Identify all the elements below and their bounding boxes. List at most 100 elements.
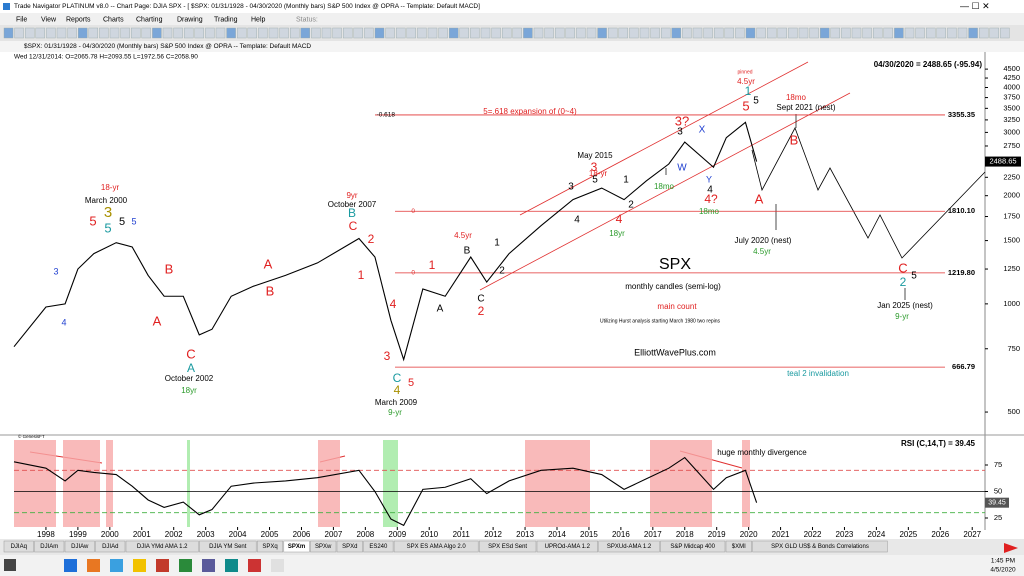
toolbar-button[interactable] [99,27,109,39]
toolbar-button[interactable] [470,27,480,39]
toolbar-button[interactable] [491,27,501,39]
tab-label[interactable]: SPX ES AMA Algo 2.0 [407,544,467,550]
toolbar-button[interactable] [290,27,300,39]
toolbar-button[interactable] [385,27,395,39]
toolbar-button[interactable] [714,27,724,39]
toolbar-button[interactable] [311,27,321,39]
taskbar-icon[interactable] [133,559,146,572]
toolbar-button[interactable] [512,27,522,39]
toolbar-button[interactable] [205,27,215,39]
tab[interactable] [393,540,479,553]
window-controls[interactable]: — ☐ ✕ [960,1,990,11]
taskbar-icon[interactable] [64,559,77,572]
toolbar-button[interactable] [639,27,650,39]
toolbar-button[interactable] [703,27,713,39]
toolbar-button[interactable] [427,27,438,39]
toolbar-button[interactable] [480,27,491,39]
toolbar-button[interactable] [671,27,681,39]
scroll-arrow[interactable] [1004,543,1018,553]
menu-item[interactable]: View [41,16,57,23]
toolbar-button[interactable] [194,27,205,39]
tab-label[interactable]: UPROd-AMA 1.2 [545,544,591,550]
tab-label[interactable]: SPX GLD US$ & Bonds Correlations [771,544,869,550]
toolbar-button[interactable] [183,27,194,39]
tab-label[interactable]: ES240 [369,544,388,550]
menu-item[interactable]: Help [251,16,266,23]
toolbar-button[interactable] [236,27,247,39]
toolbar-button[interactable] [343,27,353,39]
tab-label[interactable]: SPXUd-AMA 1.2 [607,544,652,550]
tab-label[interactable]: DJIAq [11,544,27,550]
toolbar-button[interactable] [820,27,830,39]
toolbar-button[interactable] [979,27,989,39]
tab-label[interactable]: DJIAw [71,544,89,550]
toolbar-button[interactable] [226,27,236,39]
toolbar-button[interactable] [438,27,448,39]
tab-label[interactable]: DJIAd [102,544,118,550]
toolbar-button[interactable] [300,27,310,39]
toolbar-button[interactable] [894,27,904,39]
toolbar-button[interactable] [1000,27,1010,39]
toolbar-button[interactable] [809,27,819,39]
toolbar-button[interactable] [215,27,226,39]
toolbar-button[interactable] [88,27,99,39]
tab[interactable] [536,540,598,553]
toolbar-button[interactable] [173,27,183,39]
toolbar-button[interactable] [321,27,332,39]
toolbar-button[interactable] [141,27,152,39]
toolbar-button[interactable] [629,27,639,39]
menu-item[interactable]: Charts [103,16,124,23]
taskbar-icon[interactable] [87,559,100,572]
start-button[interactable] [4,559,16,571]
toolbar-button[interactable] [798,27,809,39]
toolbar-button[interactable] [130,27,141,39]
toolbar-button[interactable] [586,27,597,39]
taskbar-icon[interactable] [225,559,238,572]
tab-label[interactable]: DJIA YMd AMA 1.2 [137,544,188,550]
toolbar-button[interactable] [25,27,35,39]
toolbar-button[interactable] [650,27,660,39]
taskbar-icon[interactable] [156,559,169,572]
toolbar-button[interactable] [830,27,840,39]
tab[interactable] [725,540,752,553]
tab[interactable] [256,540,284,553]
toolbar-button[interactable] [364,27,374,39]
menu-item[interactable]: Charting [136,16,163,23]
toolbar-button[interactable] [46,27,56,39]
toolbar-button[interactable] [788,27,798,39]
toolbar-button[interactable] [14,27,24,39]
tab[interactable] [752,540,888,553]
toolbar-button[interactable] [247,27,258,39]
toolbar-button[interactable] [35,27,45,39]
tab-label[interactable]: S&P Midcap 400 [670,544,715,550]
toolbar-button[interactable] [618,27,628,39]
toolbar-button[interactable] [417,27,427,39]
toolbar-button[interactable] [756,27,766,39]
tab-label[interactable]: SPXq [262,544,277,550]
toolbar-button[interactable] [862,27,872,39]
toolbar-button[interactable] [120,27,130,39]
toolbar-button[interactable] [449,27,459,39]
taskbar-icon[interactable] [271,559,284,572]
tab-label[interactable]: SPXw [315,544,332,550]
tab[interactable] [3,540,34,553]
tab-label[interactable]: $XMI [732,544,746,550]
toolbar-button[interactable] [915,27,925,39]
tab[interactable] [363,540,394,553]
toolbar-button[interactable] [502,27,512,39]
toolbar-button[interactable] [162,27,173,39]
tab[interactable] [95,540,126,553]
toolbar-button[interactable] [968,27,978,39]
toolbar-button[interactable] [851,27,862,39]
toolbar-button[interactable] [533,27,544,39]
toolbar-button[interactable] [777,27,787,39]
toolbar-button[interactable] [989,27,999,39]
toolbar-button[interactable] [279,27,289,39]
toolbar-button[interactable] [735,27,745,39]
toolbar-button[interactable] [523,27,533,39]
toolbar-button[interactable] [947,27,957,39]
tab[interactable] [336,540,363,553]
tab[interactable] [310,540,337,553]
toolbar-button[interactable] [936,27,946,39]
taskbar-icon[interactable] [110,559,123,572]
